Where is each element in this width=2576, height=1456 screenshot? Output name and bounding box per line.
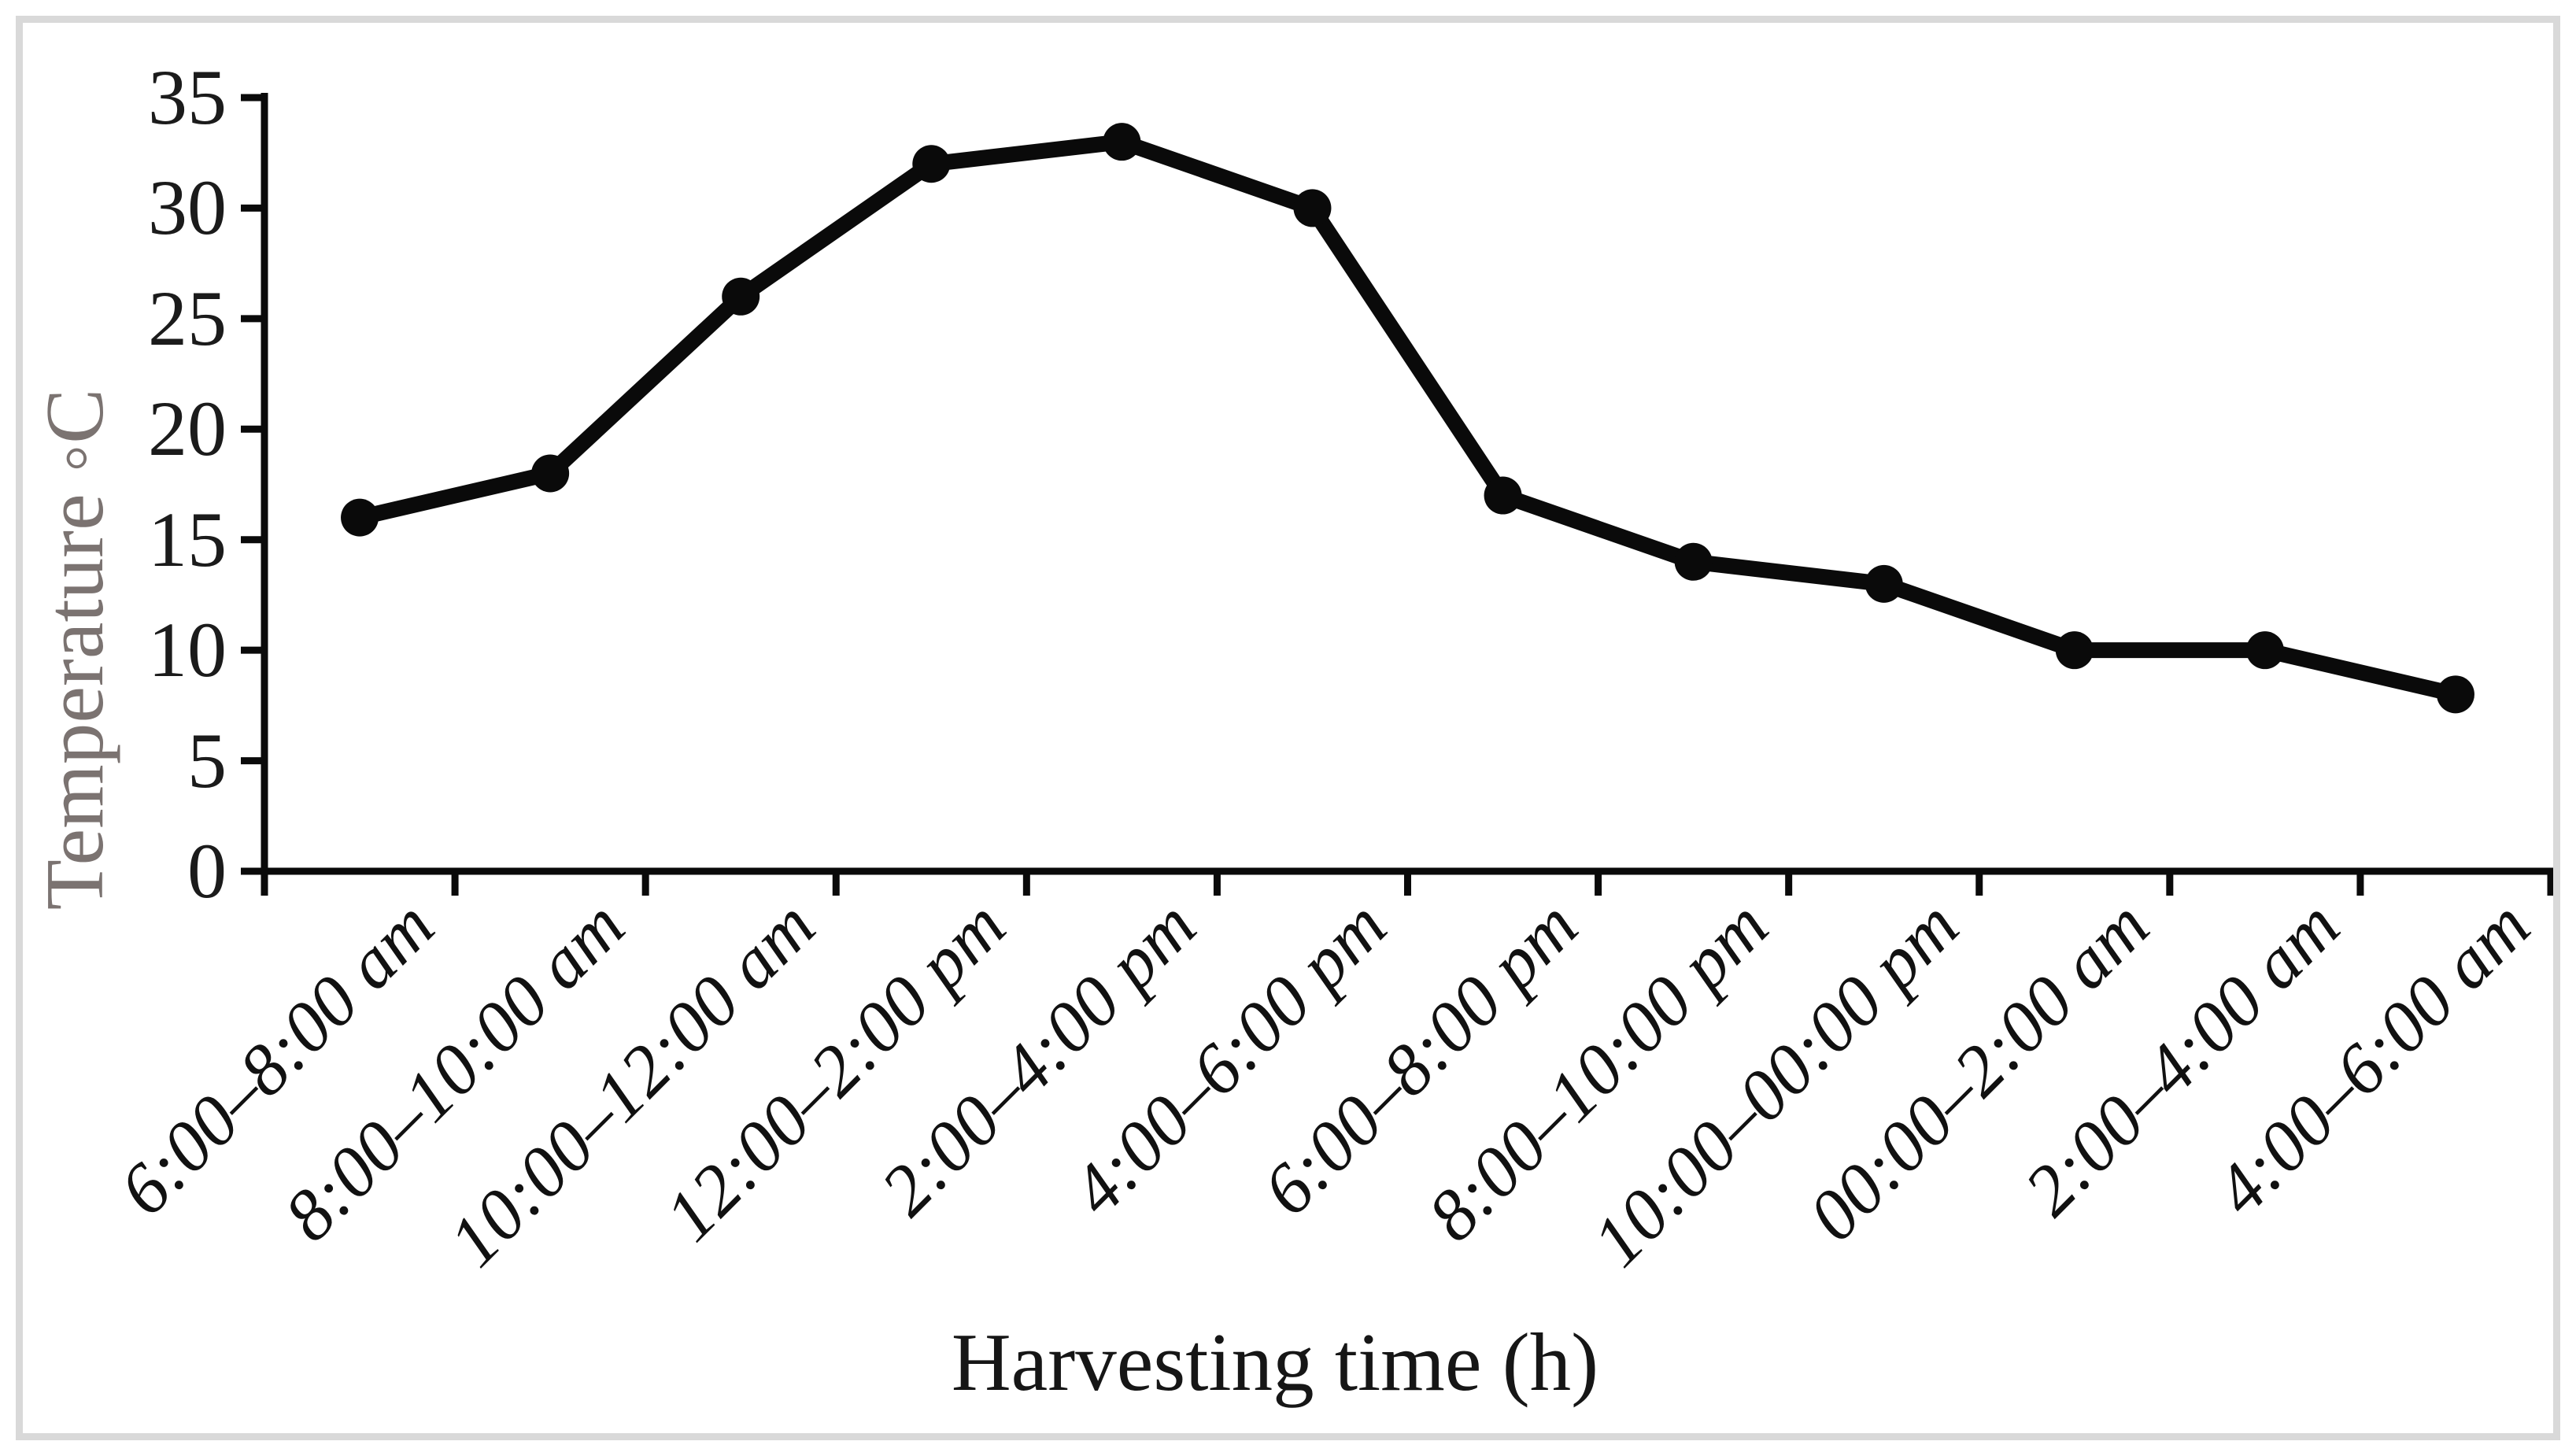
temperature-series-line	[352, 134, 2463, 703]
y-tick-label: 30	[148, 164, 227, 252]
data-point-marker	[722, 277, 760, 316]
data-point-marker	[2055, 631, 2094, 670]
data-point-marker	[2436, 675, 2474, 714]
data-point-marker	[341, 498, 379, 537]
data-point-marker	[1674, 542, 1713, 581]
y-tick-label: 35	[148, 54, 227, 141]
data-point-marker	[1484, 476, 1522, 515]
y-tick-label: 15	[148, 495, 227, 583]
y-tick-label: 10	[148, 606, 227, 694]
y-tick-label: 5	[187, 716, 227, 804]
y-axis-title: Temperature ◦C	[28, 388, 120, 911]
data-point-marker	[2245, 631, 2284, 670]
y-tick-label: 25	[148, 274, 227, 362]
data-point-marker	[912, 145, 951, 183]
data-point-marker	[1293, 189, 1332, 227]
data-point-marker	[531, 454, 570, 493]
data-point-marker	[1103, 123, 1141, 161]
y-tick-label: 0	[187, 827, 227, 915]
x-axis-title: Harvesting time (h)	[951, 1316, 1599, 1408]
y-tick-label: 20	[148, 385, 227, 473]
data-point-marker	[1865, 564, 1903, 603]
